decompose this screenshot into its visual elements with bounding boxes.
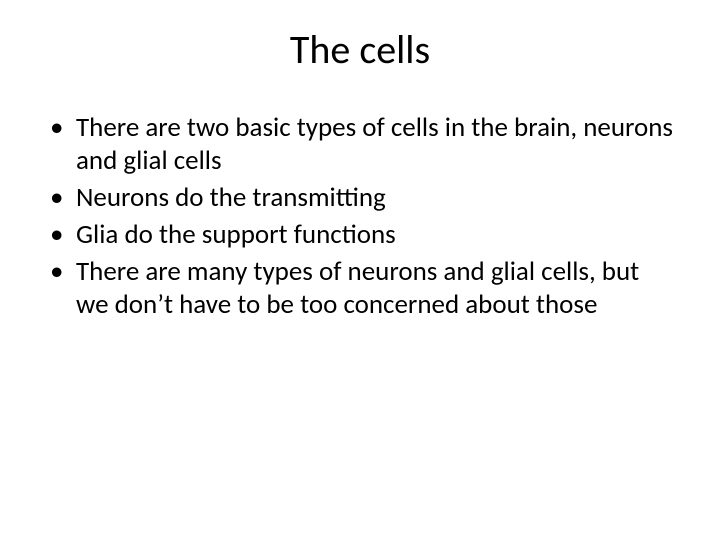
slide: The cells There are two basic types of c… (0, 0, 720, 540)
list-item: Glia do the support functions (74, 219, 676, 252)
slide-title: The cells (44, 28, 676, 72)
list-item: There are many types of neurons and glia… (74, 256, 676, 322)
list-item: Neurons do the transmitting (74, 182, 676, 215)
list-item: There are two basic types of cells in th… (74, 112, 676, 178)
bullet-list: There are two basic types of cells in th… (44, 112, 676, 322)
